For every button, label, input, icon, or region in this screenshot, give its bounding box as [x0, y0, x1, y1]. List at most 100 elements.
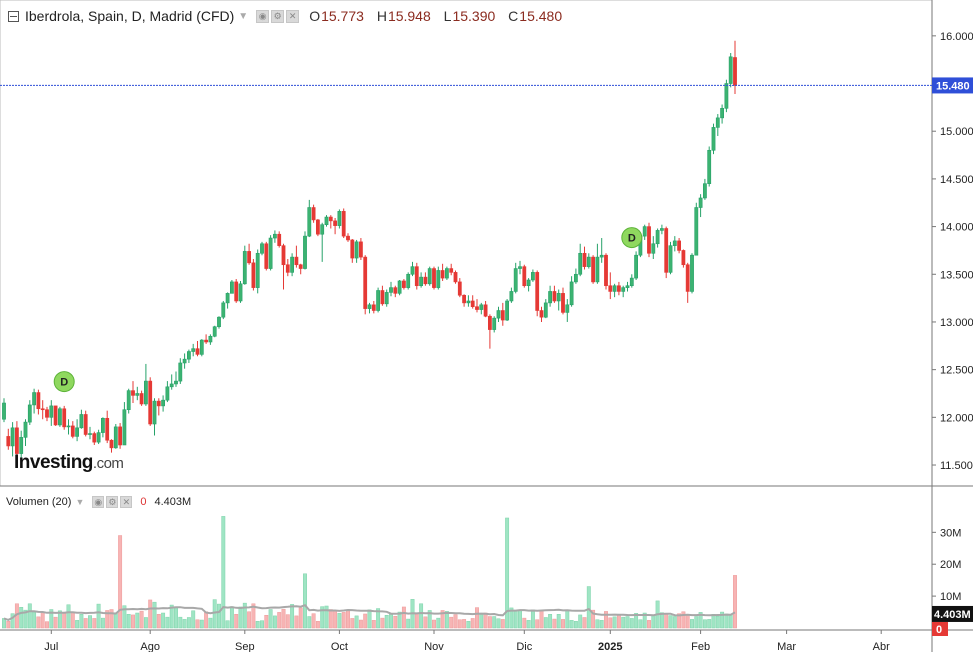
- volume-bar: [384, 614, 389, 629]
- volume-zero-tag: [932, 622, 948, 636]
- visibility-icon[interactable]: ◉: [256, 9, 270, 23]
- volume-bar: [397, 611, 402, 629]
- candle-body: [187, 351, 191, 360]
- last-price-tag: [932, 77, 973, 94]
- volume-bar: [350, 618, 355, 629]
- candle-body: [573, 273, 578, 283]
- volume-bar: [199, 619, 204, 629]
- candle-body: [492, 317, 497, 330]
- chevron-down-icon[interactable]: ▼: [75, 497, 85, 507]
- volume-bar: [40, 612, 45, 629]
- price-tick-label: 12.500: [940, 365, 973, 377]
- candle-body: [586, 256, 591, 267]
- volume-tick-label: 30M: [940, 527, 961, 539]
- volume-bar: [483, 612, 488, 629]
- volume-bar: [57, 610, 62, 629]
- candle-body: [694, 207, 699, 256]
- volume-bar: [638, 619, 643, 629]
- volume-bar: [66, 604, 71, 629]
- visibility-icon[interactable]: ◉: [92, 496, 105, 508]
- gear-icon[interactable]: ⚙: [106, 496, 119, 508]
- candle-body: [113, 426, 118, 449]
- candle-body: [178, 362, 183, 382]
- candle-body: [530, 272, 535, 281]
- chevron-down-icon[interactable]: ▼: [238, 10, 249, 22]
- volume-bar: [505, 517, 510, 629]
- candle-body: [720, 108, 725, 119]
- volume-bar: [100, 617, 105, 629]
- candle-body: [561, 293, 565, 313]
- volume-bar: [225, 620, 230, 629]
- volume-bar: [354, 615, 359, 629]
- volume-bar: [75, 620, 80, 629]
- candle-body: [677, 240, 682, 251]
- volume-bar: [53, 616, 58, 629]
- candle-body: [298, 264, 303, 269]
- candle-body: [255, 252, 260, 288]
- volume-bar: [406, 618, 411, 629]
- candle-body: [96, 432, 101, 443]
- volume-bar: [376, 608, 381, 629]
- ohlc-readout: O15.773 H15.948 L15.390 C15.480: [309, 8, 571, 24]
- time-tick-label: Jul: [44, 641, 58, 652]
- candle-body: [522, 266, 527, 287]
- candle-body: [496, 310, 501, 319]
- volume-bar: [96, 603, 101, 629]
- candle-body: [599, 254, 604, 258]
- time-tick-label: Feb: [691, 641, 710, 652]
- candle-body: [543, 302, 548, 318]
- volume-bar: [320, 606, 325, 629]
- volume-bar: [88, 615, 92, 629]
- volume-bar: [496, 618, 501, 629]
- candle-body: [212, 326, 217, 337]
- volume-bar: [285, 614, 290, 629]
- volume-bar: [449, 616, 454, 629]
- candle-body: [707, 149, 712, 184]
- candle-body: [363, 256, 368, 309]
- candle-body: [294, 256, 299, 266]
- volume-bar: [122, 605, 127, 629]
- candle-body: [230, 281, 234, 294]
- price-tick-label: 14.500: [940, 174, 973, 186]
- candle-body: [685, 264, 690, 292]
- volume-bar: [453, 614, 458, 629]
- close-icon[interactable]: ✕: [120, 496, 133, 508]
- volume-bar: [251, 603, 256, 629]
- candle-body: [475, 306, 479, 310]
- dividend-marker-icon: [53, 371, 75, 393]
- candle-body: [376, 290, 381, 311]
- volume-bar: [715, 615, 720, 629]
- volume-bar: [10, 613, 15, 629]
- candle-body: [432, 268, 436, 288]
- candle-body: [621, 287, 626, 292]
- volume-bar: [358, 619, 363, 629]
- volume-bar: [604, 611, 608, 629]
- candle-body: [57, 408, 62, 426]
- volume-bar: [156, 614, 161, 629]
- gear-icon[interactable]: ⚙: [271, 9, 285, 23]
- candle-body: [672, 240, 677, 246]
- volume-bar: [260, 620, 264, 629]
- volume-bar: [367, 609, 372, 629]
- volume-bar: [629, 618, 634, 629]
- low-value: 15.390: [452, 8, 496, 24]
- volume-bar: [346, 610, 350, 629]
- collapse-icon[interactable]: [8, 10, 19, 22]
- volume-bar: [217, 603, 221, 629]
- volume-bar: [578, 614, 583, 629]
- volume-bar: [518, 610, 522, 629]
- volume-bar: [169, 604, 174, 629]
- candle-body: [466, 300, 471, 304]
- volume-bar: [444, 611, 449, 629]
- candle-body: [264, 243, 269, 269]
- volume-bar: [423, 616, 428, 629]
- candle-body: [479, 304, 484, 310]
- close-icon[interactable]: ✕: [286, 9, 300, 23]
- candle-body: [337, 211, 342, 226]
- candle-body: [444, 268, 449, 279]
- candle-body: [285, 264, 290, 273]
- candle-body: [668, 245, 673, 273]
- candle-body: [728, 56, 733, 84]
- volume-bar: [733, 575, 737, 629]
